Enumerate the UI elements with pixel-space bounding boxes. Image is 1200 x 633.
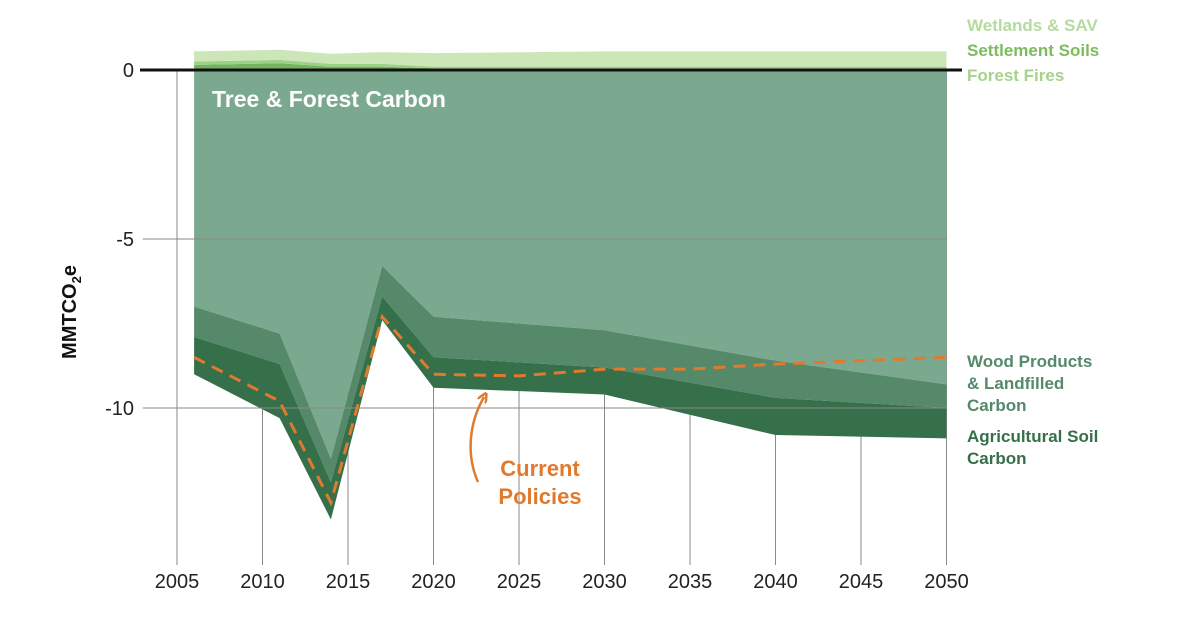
area-tree-forest-carbon	[194, 70, 947, 459]
annotation-arrow	[469, 397, 484, 483]
current-policies-layer	[193, 313, 947, 507]
x-tick-2005: 2005	[155, 571, 200, 593]
svg-text:MMTCO2e: MMTCO2e	[59, 265, 84, 359]
current-policies-annotation: Current Policies	[469, 397, 582, 509]
tree-forest-carbon-label: Tree & Forest Carbon	[212, 86, 446, 112]
legend-wood-products-line1: Wood Products	[967, 352, 1092, 371]
y-tick--5: -5	[116, 229, 134, 251]
x-tick-2035: 2035	[668, 571, 713, 593]
x-tick-2015: 2015	[326, 571, 371, 593]
current-policies-line	[193, 313, 947, 507]
y-axis-label-main: MMTCO	[59, 283, 81, 359]
annotation-policies: Policies	[498, 484, 581, 509]
y-tick-0: 0	[123, 60, 134, 82]
y-axis-label-tail: e	[59, 265, 81, 276]
legend-agricultural-soil-line1: Agricultural Soil	[967, 427, 1098, 446]
legend-forest-fires: Forest Fires	[967, 66, 1064, 85]
legend-wood-products-line2: & Landfilled	[967, 374, 1064, 393]
x-tick-2050: 2050	[924, 571, 969, 593]
x-tick-2010: 2010	[240, 571, 285, 593]
x-tick-2045: 2045	[839, 571, 884, 593]
area-wetlands-sav	[194, 49, 947, 67]
legend: Wetlands & SAV Settlement Soils Forest F…	[967, 16, 1099, 468]
legend-agricultural-soil-line2: Carbon	[967, 449, 1027, 468]
stacked-areas	[194, 49, 947, 520]
area-settlement-soils	[194, 59, 947, 69]
x-tick-2025: 2025	[497, 571, 542, 593]
y-tick--10: -10	[105, 398, 134, 420]
y-axis-label-subscript: 2	[69, 276, 84, 283]
y-axis-title: MMTCO2e	[59, 265, 84, 359]
area-wood-products-landfilled-carbon	[194, 266, 947, 483]
legend-settlement-soils: Settlement Soils	[967, 41, 1099, 60]
legend-wood-products-line3: Carbon	[967, 396, 1027, 415]
x-tick-2030: 2030	[582, 571, 627, 593]
axes: 2005 2010 2015 2020 2025 2030 2035 2040 2045 2050…	[105, 60, 969, 593]
annotation-current: Current	[500, 456, 580, 481]
legend-wetlands-sav: Wetlands & SAV	[967, 16, 1098, 35]
x-tick-2020: 2020	[411, 571, 456, 593]
x-tick-2040: 2040	[753, 571, 798, 593]
